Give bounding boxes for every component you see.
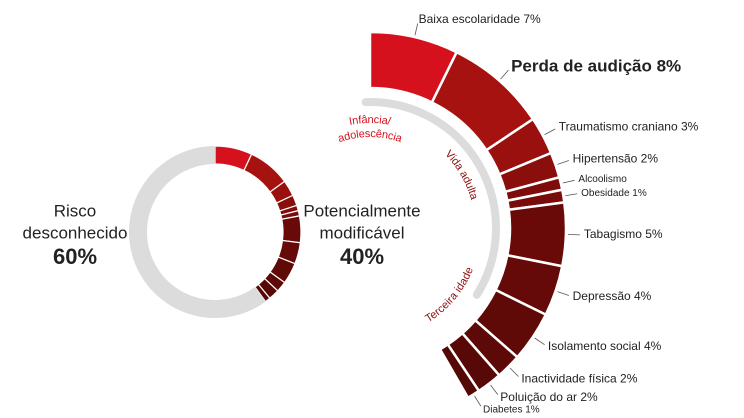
- stage-label-path: Terceira idade: [423, 265, 476, 325]
- donut-label: desconhecido: [23, 223, 128, 242]
- leader-line: [474, 395, 482, 407]
- donut-value-label: 40%: [340, 244, 384, 269]
- factor-label: Traumatismo craniano 3%: [559, 119, 699, 133]
- stage-label-path: adolescência: [336, 128, 404, 145]
- factor-label: Poluição do ar 2%: [500, 390, 598, 404]
- factor-label: Isolamento social 4%: [548, 339, 662, 353]
- stage-label: adolescência: [336, 128, 404, 145]
- leader-line: [565, 193, 578, 197]
- factor-label: Tabagismo 5%: [584, 227, 663, 241]
- factor-label: Hipertensão 2%: [573, 151, 659, 165]
- factor-label: Obesidade 1%: [581, 188, 647, 199]
- leader-line: [509, 367, 519, 377]
- leader-line: [544, 128, 556, 136]
- leader-line: [500, 69, 509, 80]
- factor-label: Baixa escolaridade 7%: [419, 12, 541, 26]
- factor-label: Alcoolismo: [578, 174, 627, 185]
- factor-label: Inactividade física 2%: [521, 371, 637, 385]
- stage-label-path: Infância/: [348, 114, 393, 128]
- leader-line: [534, 337, 545, 346]
- donut-factor-segment: [254, 283, 271, 303]
- stage-label: Terceira idade: [423, 265, 476, 325]
- donut-value-label: 60%: [53, 244, 97, 269]
- leader-line: [562, 179, 575, 184]
- donut-label: Potencialmente: [303, 201, 420, 220]
- donut-segment: [129, 146, 266, 318]
- factor-label: Depressão 4%: [573, 289, 652, 303]
- factor-label: Perda de audição 8%: [511, 57, 681, 76]
- leader-line: [557, 291, 569, 296]
- leader-line: [414, 23, 419, 36]
- stage-track: [361, 98, 500, 299]
- factor-segment: [438, 342, 481, 400]
- donut-label: modificável: [319, 223, 404, 242]
- leader-line: [557, 160, 569, 165]
- stage-label: Infância/: [348, 114, 393, 128]
- factor-label: Diabetes 1%: [483, 404, 540, 415]
- donut-factor-segment: [281, 215, 302, 244]
- leader-line: [490, 384, 499, 395]
- donut-label: Risco: [54, 201, 97, 220]
